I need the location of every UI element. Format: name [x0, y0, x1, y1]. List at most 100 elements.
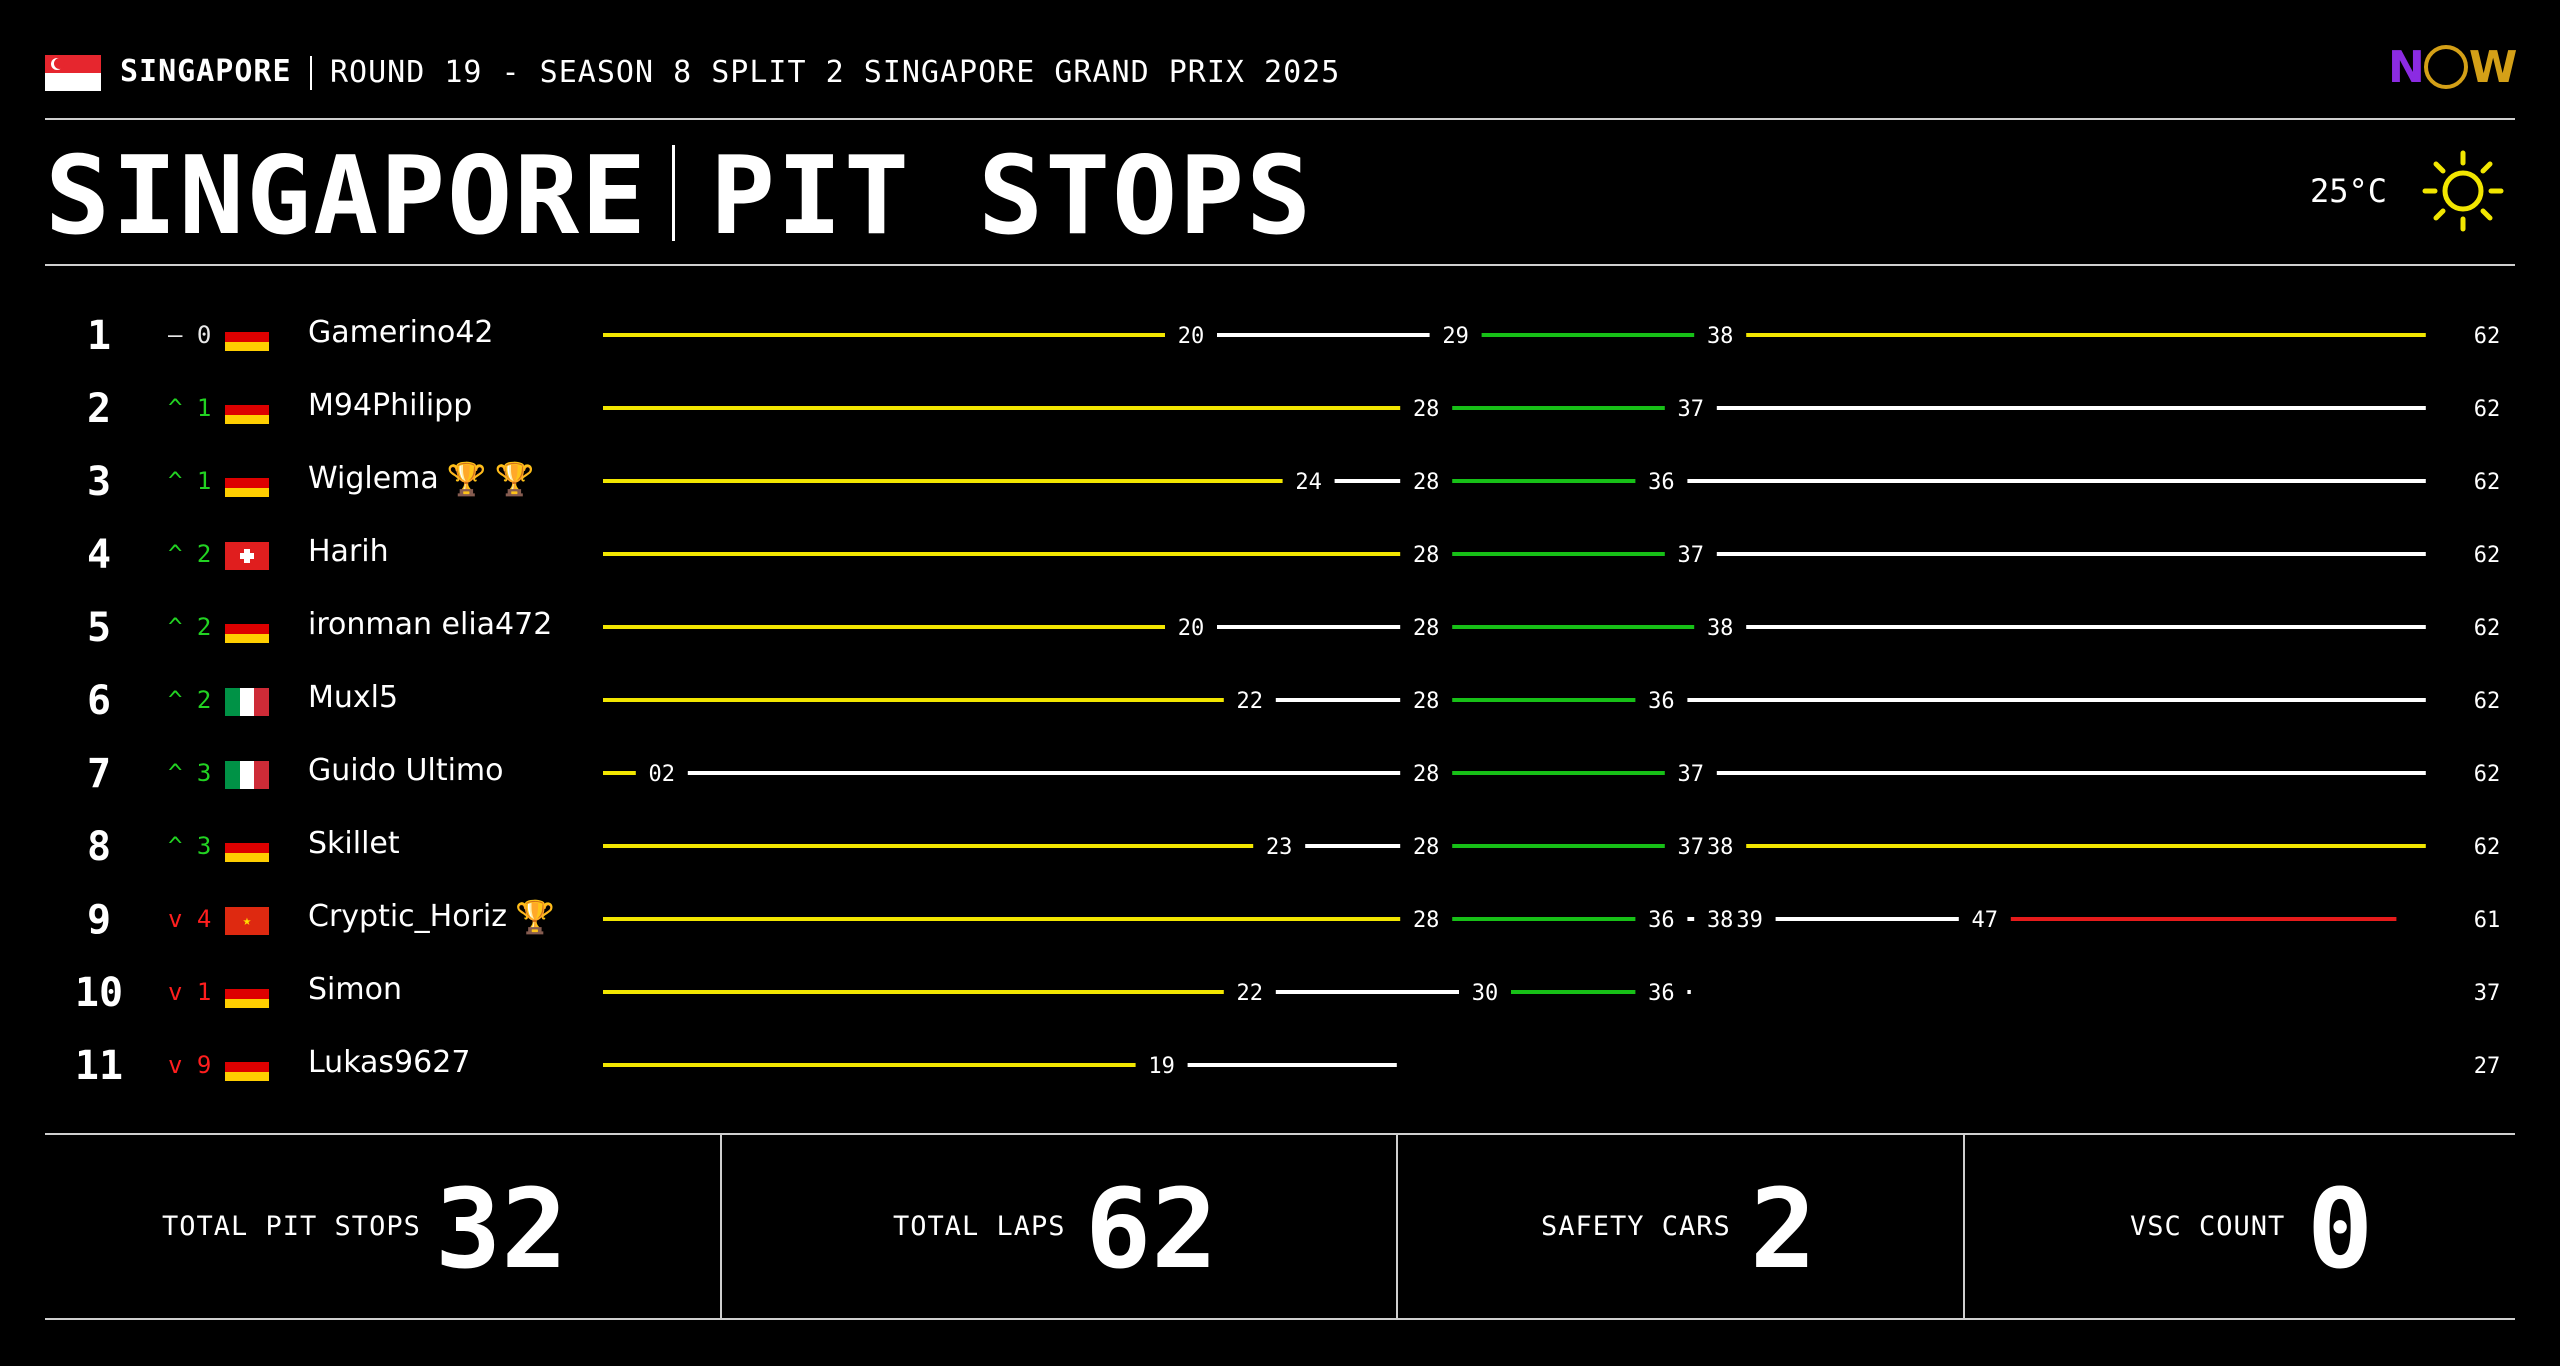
pit-lap-label: 37	[1678, 835, 1705, 860]
position-change: ^ 1	[168, 394, 212, 422]
pit-lap-label: 30	[1472, 981, 1499, 1006]
driver-name-text: M94Philipp	[308, 388, 473, 423]
position-number: 10	[74, 970, 124, 1016]
position-change: ^ 2	[168, 540, 212, 568]
total-laps-label: 62	[2474, 543, 2501, 568]
driver-name-text: Simon	[308, 972, 402, 1007]
pit-stop-chart: 20 29 38 62 28 37 62 24 28 36 62 28 37 62 20 28 38 62 22 28…	[603, 324, 2501, 1079]
driver-name-text: Lukas9627	[308, 1045, 471, 1080]
pit-lap-label: 28	[1413, 543, 1440, 568]
stat-value-vsc-count: 0	[2307, 1165, 2374, 1293]
total-laps-label: 37	[2474, 981, 2501, 1006]
position-change: – 0	[168, 321, 212, 349]
pit-lap-label: 28	[1413, 762, 1440, 787]
total-laps-label: 62	[2474, 689, 2501, 714]
stat-value-safety-cars: 2	[1750, 1165, 1817, 1293]
pit-lap-label: 22	[1237, 689, 1264, 714]
position-number: 3	[86, 459, 112, 505]
pit-lap-label: 02	[649, 762, 676, 787]
it-flag-icon	[225, 688, 269, 716]
de-flag-icon	[225, 469, 269, 497]
driver-name: Wiglema 🏆 🏆	[308, 461, 534, 496]
driver-name: M94Philipp	[308, 388, 472, 423]
de-flag-icon	[225, 615, 269, 643]
position-number: 6	[86, 678, 112, 724]
pit-lap-label: 28	[1413, 908, 1440, 933]
driver-name: Guido Ultimo	[308, 753, 504, 788]
stat-label-pit-stops: TOTAL PIT STOPS	[162, 1211, 421, 1242]
position-number: 2	[86, 386, 112, 432]
pit-lap-label: 36	[1648, 908, 1675, 933]
trophy-icon: 🏆	[446, 459, 487, 498]
stat-value-pit-stops: 32	[435, 1165, 568, 1293]
pit-lap-label: 37	[1678, 762, 1705, 787]
ch-flag-icon	[225, 542, 269, 570]
total-laps-label: 61	[2474, 908, 2501, 933]
pit-lap-label: 36	[1648, 689, 1675, 714]
temperature: 25°C	[2310, 172, 2388, 210]
trophy-icon: 🏆	[494, 459, 535, 498]
pit-lap-label: 29	[1442, 324, 1469, 349]
position-number: 11	[74, 1043, 124, 1089]
de-flag-icon	[225, 1053, 269, 1081]
pit-lap-label: 38	[1707, 835, 1734, 860]
pit-lap-label: 19	[1148, 1054, 1175, 1079]
pit-lap-label: 38	[1707, 908, 1734, 933]
position-number: 8	[86, 824, 112, 870]
position-change: v 9	[168, 1051, 212, 1079]
pit-lap-label: 28	[1413, 689, 1440, 714]
position-change: ^ 1	[168, 467, 212, 495]
position-change: v 4	[168, 905, 212, 933]
stat-divider-2	[1396, 1135, 1398, 1320]
sun-icon	[2422, 150, 2504, 232]
total-laps-label: 62	[2474, 324, 2501, 349]
footer-bottom-divider	[45, 1318, 2515, 1320]
pit-lap-label: 38	[1707, 324, 1734, 349]
driver-name: Simon	[308, 972, 402, 1007]
driver-name-text: Guido Ultimo	[308, 753, 504, 788]
position-number: 1	[86, 313, 112, 359]
footer-top-divider	[45, 1133, 2515, 1135]
driver-name: Skillet	[308, 826, 400, 861]
position-change: ^ 2	[168, 613, 212, 641]
stat-divider-3	[1963, 1135, 1965, 1320]
driver-name-text: Gamerino42	[308, 315, 494, 350]
standings-rows: 1– 0 Gamerino42 2 ^ 1 M94Philipp 3 ^ 1 Wiglema 🏆…	[0, 0, 2560, 1089]
pit-lap-label: 20	[1178, 324, 1205, 349]
driver-name-text: Cryptic_Horiz	[308, 899, 507, 934]
pit-lap-label: 37	[1678, 397, 1705, 422]
pit-lap-label: 28	[1413, 616, 1440, 641]
pit-lap-label: 28	[1413, 397, 1440, 422]
stat-divider-1	[720, 1135, 722, 1320]
driver-name: Muxl5	[308, 680, 398, 715]
driver-name-text: Wiglema	[308, 461, 439, 496]
driver-name-text: Harih	[308, 534, 389, 569]
pit-lap-label: 47	[1972, 908, 1999, 933]
position-number: 7	[86, 751, 112, 797]
driver-name: Harih	[308, 534, 389, 569]
pit-lap-label: 24	[1295, 470, 1322, 495]
pit-lap-label: 37	[1678, 543, 1705, 568]
trophy-icon: 🏆	[515, 897, 555, 936]
pit-lap-label: 36	[1648, 470, 1675, 495]
pit-lap-label: 23	[1266, 835, 1293, 860]
total-laps-label: 62	[2474, 762, 2501, 787]
logo-ring-icon	[2423, 45, 2468, 89]
position-change: ^ 3	[168, 759, 212, 787]
header-divider	[45, 118, 2515, 120]
header-subtitle: ROUND 19 - SEASON 8 SPLIT 2 SINGAPORE GR…	[330, 55, 1341, 90]
position-change: ^ 2	[168, 686, 212, 714]
total-laps-label: 62	[2474, 470, 2501, 495]
driver-name: Gamerino42	[308, 315, 494, 350]
driver-name-text: Skillet	[308, 826, 400, 861]
singapore-flag-icon	[45, 55, 101, 91]
de-flag-icon	[225, 834, 269, 862]
position-number: 4	[86, 532, 112, 578]
position-change: v 1	[168, 978, 212, 1006]
total-laps-label: 62	[2474, 835, 2501, 860]
header-country: SINGAPORE	[120, 54, 292, 89]
de-flag-icon	[225, 396, 269, 424]
stat-label-safety-cars: SAFETY CARS	[1541, 1211, 1731, 1242]
position-change: ^ 3	[168, 832, 212, 860]
